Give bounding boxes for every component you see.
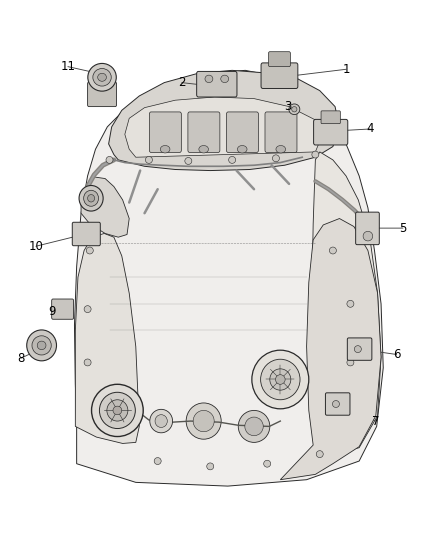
Ellipse shape	[329, 247, 336, 254]
Ellipse shape	[207, 463, 214, 470]
Ellipse shape	[84, 306, 91, 312]
Ellipse shape	[106, 157, 113, 164]
Ellipse shape	[160, 146, 170, 153]
Ellipse shape	[270, 369, 291, 390]
Ellipse shape	[150, 409, 173, 433]
Ellipse shape	[292, 107, 297, 112]
Ellipse shape	[229, 157, 236, 164]
Ellipse shape	[276, 146, 286, 153]
Ellipse shape	[347, 301, 354, 307]
Ellipse shape	[316, 451, 323, 457]
Ellipse shape	[332, 401, 339, 407]
FancyBboxPatch shape	[268, 52, 290, 67]
Polygon shape	[125, 97, 322, 157]
Text: 5: 5	[399, 222, 406, 235]
FancyBboxPatch shape	[321, 111, 340, 124]
FancyBboxPatch shape	[72, 222, 100, 246]
Polygon shape	[280, 219, 381, 480]
Polygon shape	[75, 233, 139, 443]
Ellipse shape	[88, 195, 95, 202]
Ellipse shape	[186, 403, 221, 439]
Ellipse shape	[238, 410, 270, 442]
Ellipse shape	[84, 190, 99, 206]
FancyBboxPatch shape	[88, 82, 117, 107]
Text: 2: 2	[178, 76, 186, 89]
Text: 9: 9	[48, 305, 56, 318]
Ellipse shape	[363, 231, 373, 241]
Ellipse shape	[37, 341, 46, 350]
Ellipse shape	[221, 75, 229, 83]
Text: 11: 11	[60, 60, 75, 73]
FancyBboxPatch shape	[314, 119, 348, 145]
Ellipse shape	[272, 155, 279, 162]
FancyBboxPatch shape	[197, 71, 237, 97]
Ellipse shape	[99, 392, 135, 429]
Text: 1: 1	[342, 63, 350, 76]
Text: 10: 10	[28, 240, 43, 253]
Ellipse shape	[199, 146, 208, 153]
Ellipse shape	[289, 104, 300, 115]
FancyBboxPatch shape	[226, 112, 258, 152]
Ellipse shape	[32, 336, 51, 355]
FancyBboxPatch shape	[261, 63, 298, 88]
Ellipse shape	[347, 359, 354, 366]
FancyBboxPatch shape	[188, 112, 220, 152]
Text: 6: 6	[392, 348, 400, 361]
FancyBboxPatch shape	[356, 212, 379, 245]
FancyBboxPatch shape	[149, 112, 181, 152]
Polygon shape	[109, 70, 339, 171]
FancyBboxPatch shape	[325, 393, 350, 415]
Ellipse shape	[107, 400, 128, 421]
Ellipse shape	[312, 151, 319, 158]
Ellipse shape	[154, 457, 161, 464]
Ellipse shape	[276, 375, 285, 384]
Ellipse shape	[79, 185, 103, 211]
Ellipse shape	[92, 384, 143, 437]
Ellipse shape	[98, 74, 106, 82]
Ellipse shape	[252, 350, 309, 409]
Polygon shape	[311, 152, 381, 458]
Ellipse shape	[113, 406, 122, 415]
Ellipse shape	[84, 359, 91, 366]
Ellipse shape	[86, 247, 93, 254]
Ellipse shape	[145, 157, 152, 164]
Ellipse shape	[354, 346, 361, 353]
Ellipse shape	[193, 410, 214, 432]
Ellipse shape	[205, 75, 213, 83]
Ellipse shape	[185, 158, 192, 164]
Polygon shape	[81, 177, 129, 237]
Text: 7: 7	[372, 415, 380, 427]
Ellipse shape	[93, 68, 111, 86]
Ellipse shape	[264, 460, 271, 467]
Text: 8: 8	[18, 352, 25, 365]
Ellipse shape	[245, 417, 263, 436]
Ellipse shape	[155, 415, 167, 427]
Ellipse shape	[88, 63, 117, 91]
FancyBboxPatch shape	[52, 299, 74, 319]
FancyBboxPatch shape	[347, 338, 372, 360]
Polygon shape	[74, 70, 383, 486]
Ellipse shape	[27, 330, 57, 361]
FancyBboxPatch shape	[265, 112, 297, 152]
Text: 4: 4	[366, 123, 374, 135]
Ellipse shape	[261, 359, 300, 400]
Ellipse shape	[237, 146, 247, 153]
Text: 3: 3	[285, 100, 292, 113]
